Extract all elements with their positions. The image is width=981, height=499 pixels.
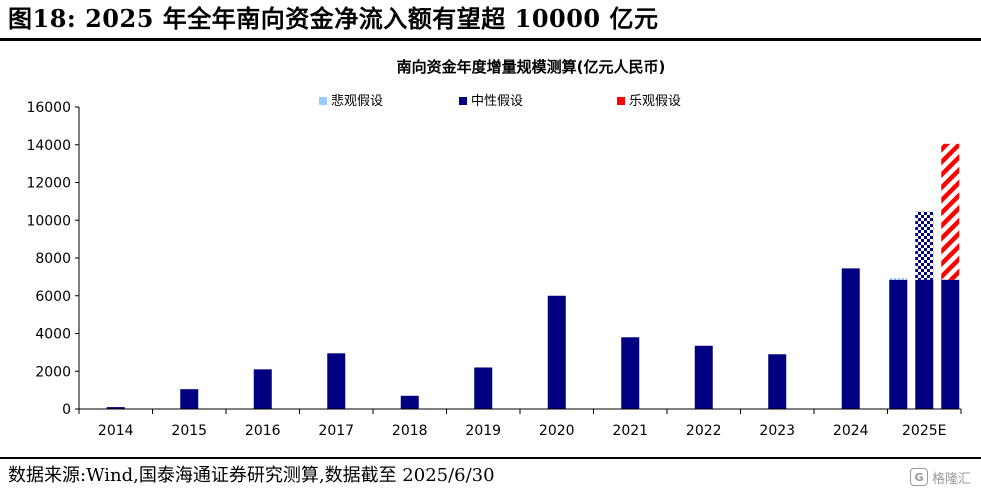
source-rule	[0, 457, 981, 459]
bar-2025E-pessimistic-increment	[889, 277, 908, 280]
x-tick-label: 2024	[833, 423, 869, 439]
watermark: G 格隆汇	[909, 466, 971, 488]
x-tick-label: 2015	[171, 423, 207, 439]
y-tick-label: 2000	[35, 364, 71, 380]
title-rule	[0, 38, 981, 41]
bar-2025E-optimistic-increment	[941, 143, 960, 280]
legend-swatch-neutral	[459, 97, 467, 105]
legend-label-pessimistic: 悲观假设	[331, 93, 383, 109]
x-tick-label: 2023	[759, 423, 795, 439]
x-tick-label: 2020	[539, 423, 575, 439]
bar-2022	[694, 345, 713, 409]
legend-swatch-pessimistic	[319, 97, 327, 105]
bar-2025E-optimistic-base	[941, 279, 960, 409]
y-tick-label: 8000	[35, 251, 71, 267]
bar-2023	[768, 354, 787, 409]
y-tick-label: 10000	[26, 213, 71, 229]
bar-chart: 南向资金年度增量规模测算(亿元人民币) 悲观假设 中性假设 乐观假设 0 2000…	[26, 58, 962, 439]
x-axis: 2014 2015 2016 2017 2018 2019 2020 2021 2022 2023…	[78, 408, 962, 439]
figure-title: 图18: 2025 年全年南向资金净流入额有望超 10000 亿元	[8, 4, 659, 33]
bar-2025E-pessimistic-base	[889, 279, 908, 409]
y-tick-label: 16000	[26, 100, 71, 116]
bar-2024	[841, 268, 860, 409]
bar-2021	[621, 337, 640, 409]
x-tick-label: 2022	[686, 423, 722, 439]
x-tick-label: 2021	[612, 423, 648, 439]
bar-2018	[400, 395, 419, 409]
bar-2025E-neutral-increment	[915, 211, 934, 280]
chart-container: 南向资金年度增量规模测算(亿元人民币) 悲观假设 中性假设 乐观假设 0 2000…	[0, 44, 981, 456]
bar-2025E-neutral-base	[915, 279, 934, 409]
bar-2016	[253, 369, 272, 409]
watermark-text: 格隆汇	[931, 471, 971, 487]
chart-title: 南向资金年度增量规模测算(亿元人民币)	[397, 58, 666, 76]
x-tick-label: 2014	[98, 423, 134, 439]
x-tick-label: 2019	[465, 423, 501, 439]
legend-label-optimistic: 乐观假设	[629, 94, 681, 109]
y-axis: 0 2000 4000 6000 8000 10000 12000 14000 16000	[26, 100, 80, 418]
bars-group	[106, 143, 960, 409]
logo-icon: G	[909, 468, 928, 486]
bar-2017	[327, 353, 346, 409]
x-tick-label: 2017	[318, 423, 354, 439]
y-tick-label: 0	[62, 402, 71, 418]
x-tick-label: 2025E	[902, 423, 946, 439]
bar-2014	[106, 407, 125, 409]
legend-label-neutral: 中性假设	[471, 94, 523, 109]
y-tick-label: 12000	[26, 176, 71, 192]
source-note: 数据来源:Wind,国泰海通证券研究测算,数据截至 2025/6/30	[8, 465, 495, 486]
legend: 悲观假设 中性假设 乐观假设	[319, 93, 681, 109]
bar-2020	[547, 295, 566, 409]
x-tick-label: 2016	[245, 423, 281, 439]
x-tick-label: 2018	[392, 423, 428, 439]
bar-2019	[474, 367, 493, 409]
y-tick-label: 6000	[35, 289, 71, 305]
y-tick-label: 14000	[26, 138, 71, 154]
bar-2015	[180, 389, 199, 409]
legend-swatch-optimistic	[617, 97, 625, 105]
y-tick-label: 4000	[35, 327, 71, 343]
